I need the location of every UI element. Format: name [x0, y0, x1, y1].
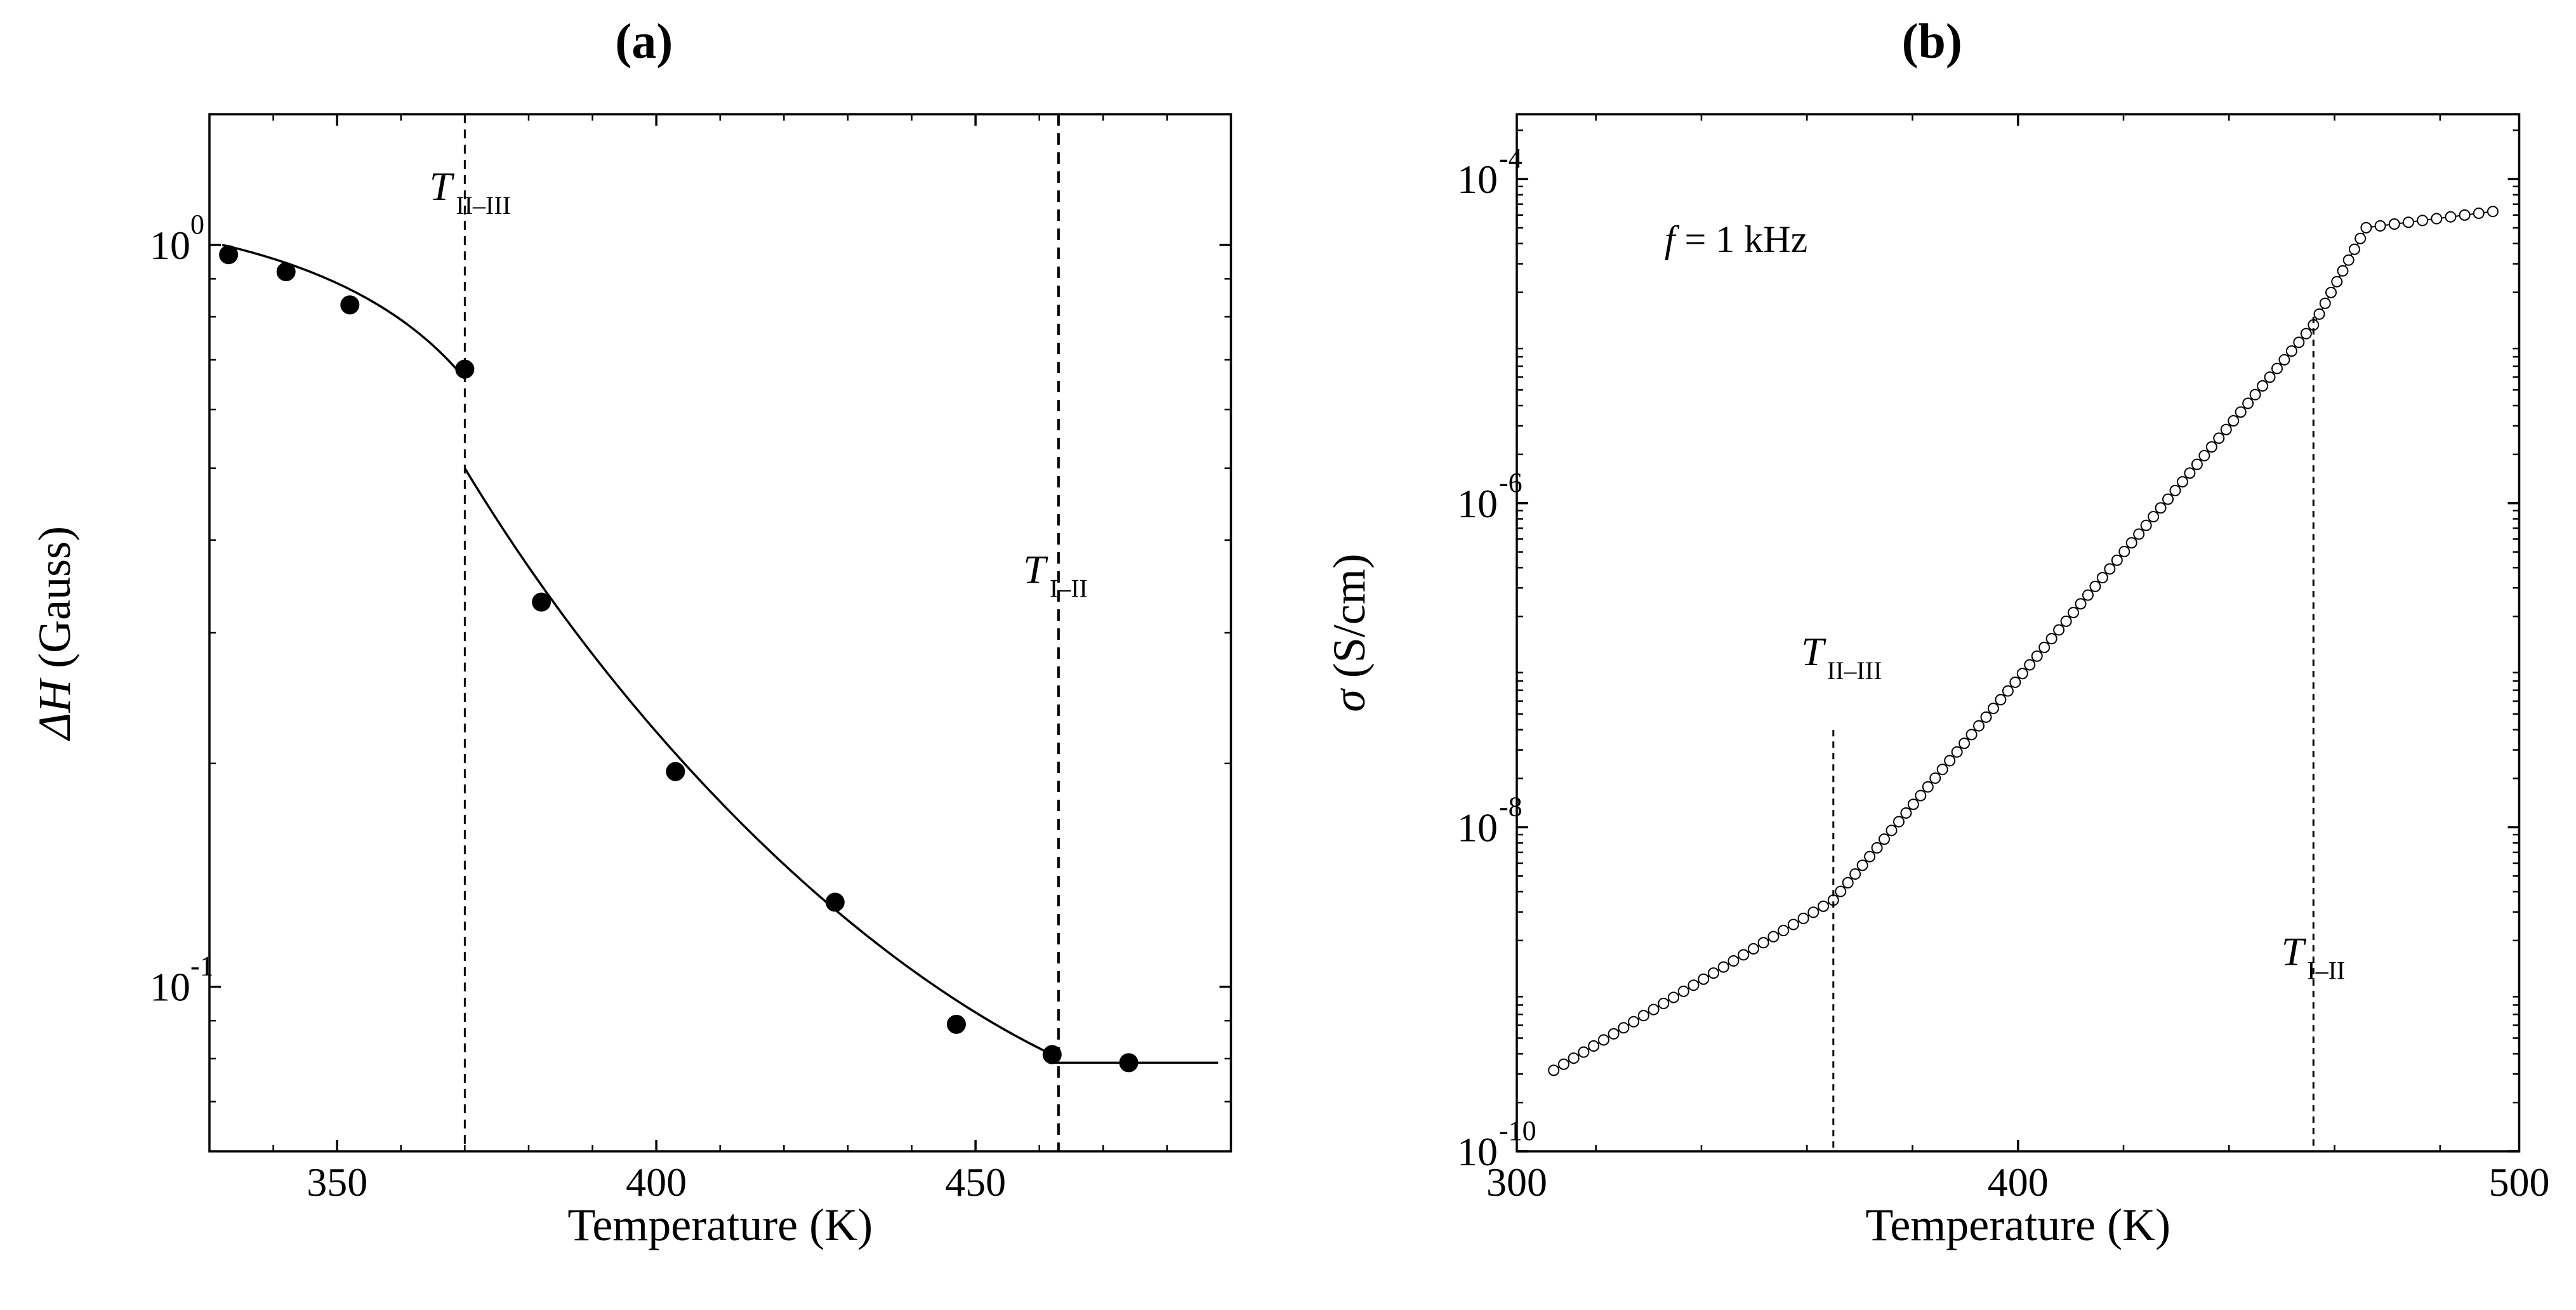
svg-text:II–III: II–III: [456, 191, 511, 220]
svg-text:ΔH (Gauss): ΔH (Gauss): [29, 526, 80, 741]
svg-text:350: 350: [307, 1160, 367, 1205]
svg-text:I–II: I–II: [2307, 956, 2345, 984]
svg-text:-10: -10: [1499, 1115, 1536, 1146]
svg-text:I–II: I–II: [1050, 574, 1088, 603]
svg-text:T: T: [1801, 629, 1826, 674]
panel-b-svg: 30040050010-1010-810-610-4Temperature (K…: [1288, 0, 2576, 1310]
svg-text:450: 450: [945, 1160, 1006, 1205]
panel-a-title: (a): [0, 13, 1288, 70]
svg-text:10: 10: [150, 223, 190, 268]
svg-text:10: 10: [1457, 805, 1498, 850]
svg-text:400: 400: [626, 1160, 687, 1205]
svg-text:Temperature (K): Temperature (K): [567, 1200, 873, 1250]
svg-text:400: 400: [1987, 1160, 2048, 1205]
svg-text:10: 10: [1457, 157, 1498, 202]
svg-text:500: 500: [2488, 1160, 2549, 1205]
panel-a: (a) 35040045010-1100Temperature (K)ΔH (G…: [0, 0, 1288, 1310]
figure-container: (a) 35040045010-1100Temperature (K)ΔH (G…: [0, 0, 2576, 1310]
svg-text:Temperature (K): Temperature (K): [1865, 1200, 2170, 1250]
svg-text:-4: -4: [1499, 143, 1522, 174]
svg-text:-1: -1: [190, 951, 214, 982]
svg-text:0: 0: [190, 209, 204, 240]
svg-text:-6: -6: [1499, 467, 1522, 498]
svg-text:σ (S/cm): σ (S/cm): [1324, 553, 1375, 711]
svg-text:T: T: [1023, 547, 1048, 592]
svg-text:f = 1 kHz: f = 1 kHz: [1664, 218, 1807, 260]
panel-b-title: (b): [1288, 13, 2576, 70]
panel-b: (b) 30040050010-1010-810-610-4Temperatur…: [1288, 0, 2576, 1310]
svg-text:T: T: [2281, 929, 2306, 974]
svg-text:10: 10: [150, 965, 190, 1010]
svg-text:10: 10: [1457, 1129, 1498, 1174]
panel-a-svg: 35040045010-1100Temperature (K)ΔH (Gauss…: [0, 0, 1288, 1310]
svg-text:-8: -8: [1499, 791, 1522, 822]
svg-text:II–III: II–III: [1826, 656, 1882, 685]
svg-text:T: T: [430, 164, 455, 209]
svg-text:10: 10: [1457, 481, 1498, 526]
